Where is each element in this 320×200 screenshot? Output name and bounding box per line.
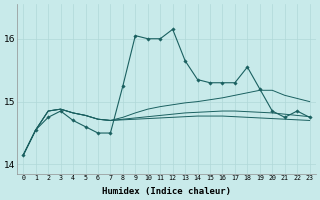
X-axis label: Humidex (Indice chaleur): Humidex (Indice chaleur)	[102, 187, 231, 196]
